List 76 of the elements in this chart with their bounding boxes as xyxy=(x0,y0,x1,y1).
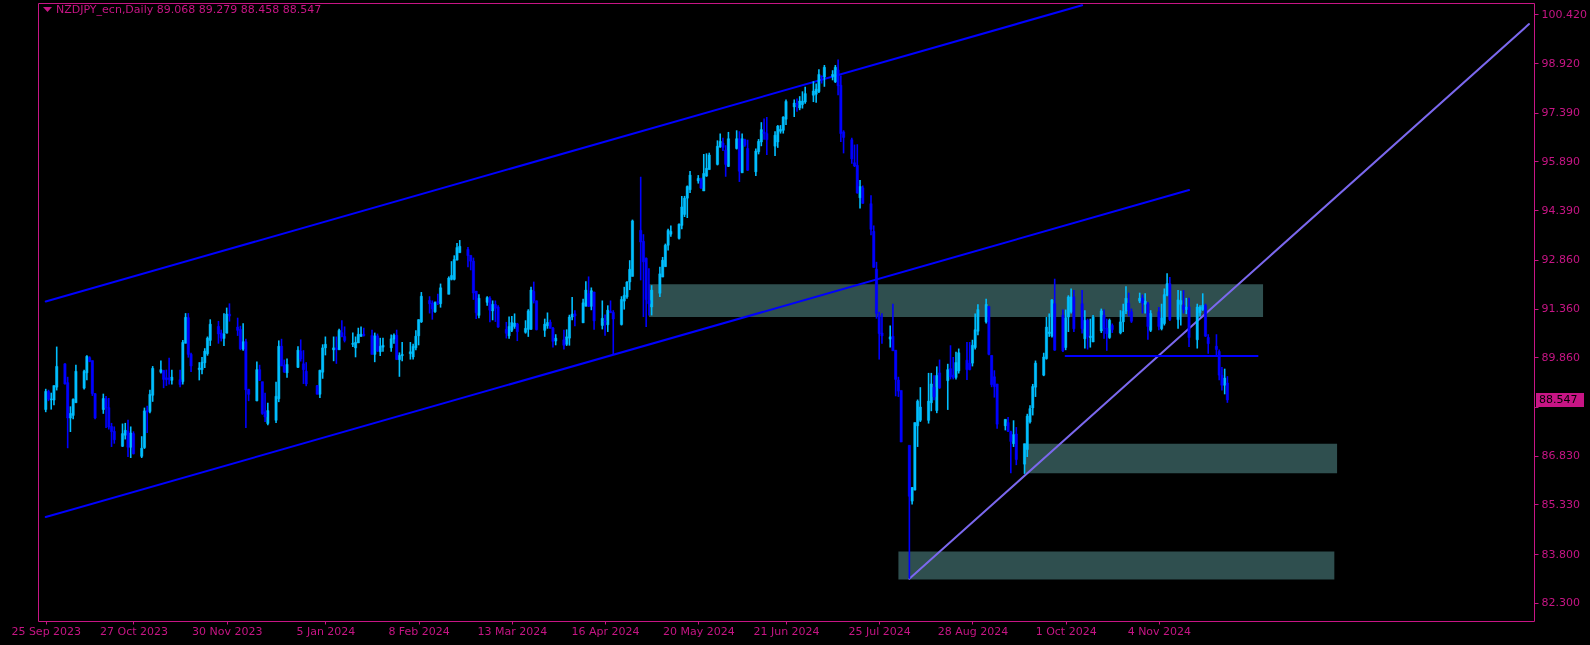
candlestick xyxy=(44,388,48,413)
candlestick xyxy=(381,337,385,353)
y-tick-label: 85.330 xyxy=(1541,497,1580,511)
x-tick-label: 1 Oct 2024 xyxy=(1035,624,1097,638)
y-tick-label: 91.360 xyxy=(1541,302,1580,316)
y-tick-label: 86.830 xyxy=(1541,449,1580,463)
candlestick xyxy=(1201,292,1205,312)
candlestick xyxy=(378,337,382,357)
candlestick xyxy=(603,313,607,337)
candlestick xyxy=(765,116,769,156)
x-tick-label: 5 Jan 2024 xyxy=(296,624,356,638)
candlestick xyxy=(370,328,374,356)
candlestick xyxy=(376,332,379,353)
y-tick-label: 83.800 xyxy=(1541,547,1580,561)
candlestick xyxy=(957,347,961,375)
candlestick xyxy=(600,299,604,331)
candlestick xyxy=(927,372,930,425)
candlestick xyxy=(47,388,50,402)
x-tick-label: 25 Jul 2024 xyxy=(848,624,911,638)
x-tick-label: 8 Feb 2024 xyxy=(388,624,450,638)
y-tick-label: 97.390 xyxy=(1541,106,1580,120)
candlestick xyxy=(888,324,892,349)
candlestick xyxy=(145,404,149,434)
x-tick-label: 4 Nov 2024 xyxy=(1127,624,1192,638)
candlestick xyxy=(477,293,481,320)
candlestick xyxy=(954,350,958,381)
candlestick xyxy=(801,90,804,110)
candlestick xyxy=(466,246,470,269)
candlestick xyxy=(918,386,922,423)
x-tick-label: 16 Apr 2024 xyxy=(571,624,640,638)
y-tick-label: 92.860 xyxy=(1541,253,1580,267)
candlestick xyxy=(1086,317,1089,351)
candlestick xyxy=(266,401,270,426)
candlestick xyxy=(812,80,815,103)
candlestick xyxy=(650,284,654,317)
candlestick xyxy=(228,302,231,323)
candlestick xyxy=(1179,289,1183,327)
candlestick xyxy=(587,275,590,308)
candlestick xyxy=(727,131,730,168)
x-tick-label: 27 Oct 2023 xyxy=(99,624,168,638)
y-tick-label: 98.920 xyxy=(1541,56,1580,70)
x-tick-label: 20 May 2024 xyxy=(662,624,735,638)
y-tick-label: 94.390 xyxy=(1541,203,1580,217)
candlestick xyxy=(932,374,936,401)
y-tick-label: 100.420 xyxy=(1541,7,1587,21)
candlestick xyxy=(513,312,516,330)
text: 88.547 xyxy=(1539,392,1578,406)
candlestick xyxy=(258,363,261,382)
candlestick xyxy=(938,358,941,390)
y-tick-label: 89.860 xyxy=(1541,350,1580,364)
candlestick xyxy=(1099,307,1103,334)
candlestick xyxy=(197,361,201,382)
candlestick xyxy=(965,341,969,381)
x-tick-label: 13 Mar 2024 xyxy=(477,624,548,638)
candlestick xyxy=(132,430,135,456)
candlestick xyxy=(984,298,988,325)
candlestick xyxy=(1176,289,1180,330)
y-tick-label: 95.890 xyxy=(1541,154,1580,168)
candlestick xyxy=(496,304,500,329)
candlestick xyxy=(1141,293,1144,315)
candlestick xyxy=(1226,375,1229,404)
y-tick-label: 82.300 xyxy=(1541,596,1580,610)
x-tick-label: 28 Aug 2024 xyxy=(937,624,1009,638)
chart-title: NZDJPY_ecn,Daily 89.068 89.279 88.458 88.547 xyxy=(56,3,322,16)
candlestick xyxy=(362,326,366,338)
candlestick xyxy=(121,422,124,448)
candlestick xyxy=(354,335,357,359)
candlestick xyxy=(104,395,108,429)
candlestick xyxy=(1182,289,1185,315)
x-tick-label: 25 Sep 2023 xyxy=(11,624,82,638)
x-tick-label: 21 Jun 2024 xyxy=(753,624,820,638)
candlestick xyxy=(573,309,577,327)
candlestick xyxy=(337,327,341,351)
x-tick-label: 30 Nov 2023 xyxy=(191,624,263,638)
candlestick xyxy=(949,344,952,381)
candlestick xyxy=(861,184,865,205)
